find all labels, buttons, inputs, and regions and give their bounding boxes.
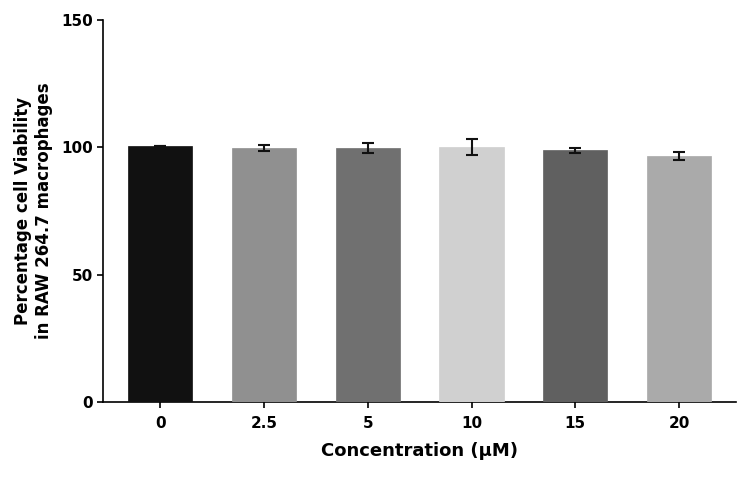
Bar xyxy=(440,147,504,402)
Bar xyxy=(128,146,193,402)
Bar xyxy=(543,150,608,402)
X-axis label: Concentration (μM): Concentration (μM) xyxy=(321,442,518,460)
Y-axis label: Percentage cell Viability
in RAW 264.7 macrophages: Percentage cell Viability in RAW 264.7 m… xyxy=(14,83,52,339)
Bar xyxy=(647,156,711,402)
Bar xyxy=(232,148,296,402)
Bar xyxy=(335,148,400,402)
